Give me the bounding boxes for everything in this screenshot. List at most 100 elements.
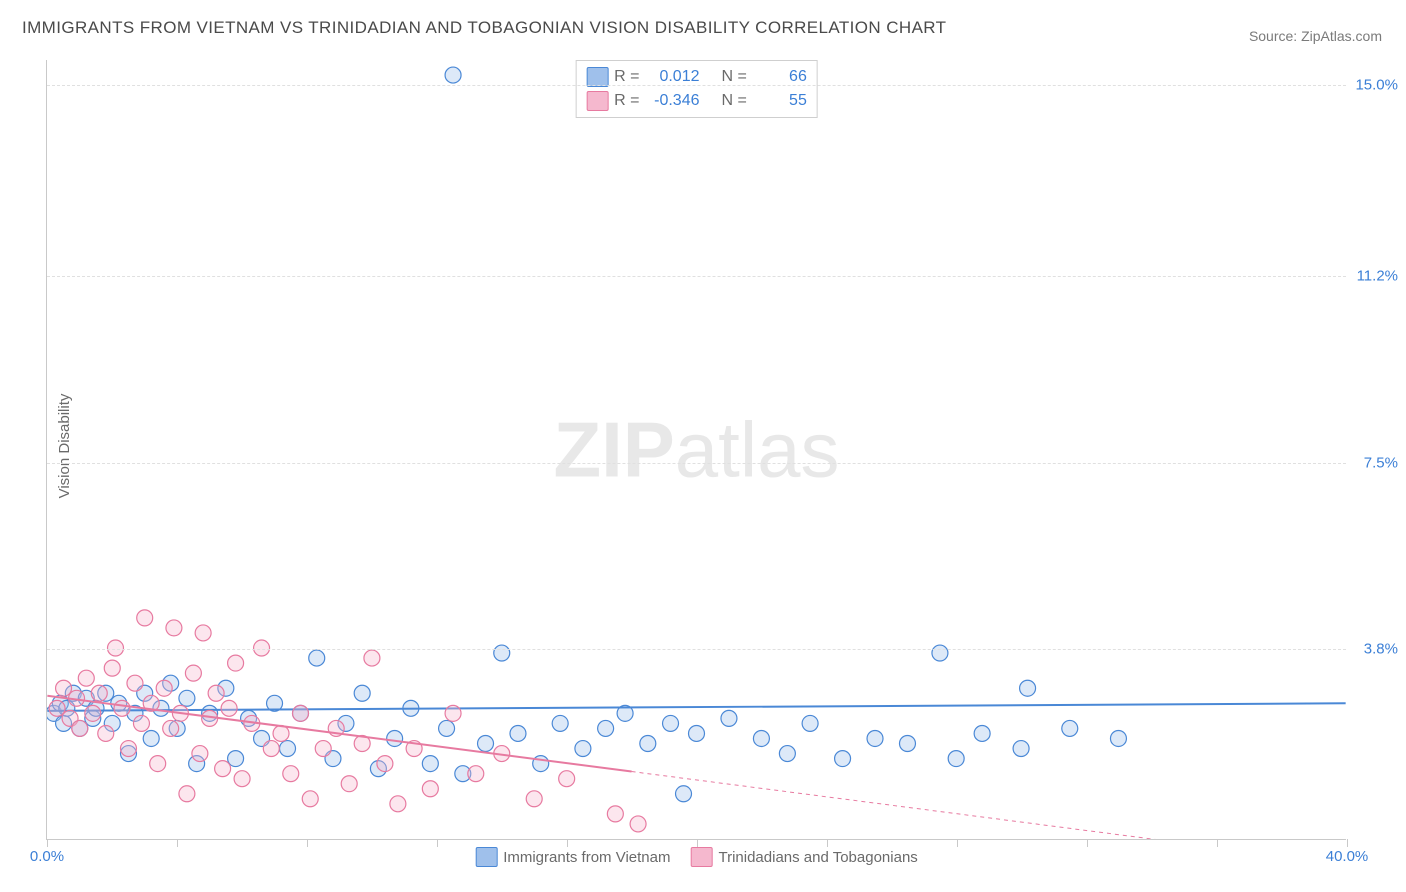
scatter-point xyxy=(163,675,179,691)
scatter-point xyxy=(293,705,309,721)
scatter-point xyxy=(78,670,94,686)
scatter-point xyxy=(325,751,341,767)
scatter-point xyxy=(455,766,471,782)
x-tick xyxy=(47,839,48,847)
x-tick xyxy=(307,839,308,847)
chart-svg-overlay xyxy=(47,60,1346,839)
scatter-point xyxy=(202,710,218,726)
scatter-point xyxy=(85,710,101,726)
scatter-point xyxy=(185,665,201,681)
scatter-point xyxy=(208,685,224,701)
scatter-point xyxy=(172,705,188,721)
scatter-point xyxy=(85,705,101,721)
scatter-point xyxy=(364,650,380,666)
correlation-legend: R = 0.012 N = 66 R = -0.346 N = 55 xyxy=(575,60,818,118)
scatter-point xyxy=(370,761,386,777)
watermark-bold: ZIP xyxy=(553,405,674,493)
scatter-point xyxy=(72,720,88,736)
scatter-point xyxy=(867,730,883,746)
scatter-point xyxy=(78,690,94,706)
scatter-point xyxy=(468,766,484,782)
scatter-point xyxy=(802,715,818,731)
chart-title: IMMIGRANTS FROM VIETNAM VS TRINIDADIAN A… xyxy=(22,18,946,38)
scatter-point xyxy=(598,720,614,736)
scatter-point xyxy=(47,705,62,721)
scatter-point xyxy=(494,746,510,762)
scatter-point xyxy=(163,720,179,736)
scatter-point xyxy=(1110,730,1126,746)
x-tick xyxy=(437,839,438,847)
scatter-point xyxy=(899,736,915,752)
scatter-point xyxy=(263,741,279,757)
scatter-point xyxy=(143,695,159,711)
scatter-point xyxy=(510,725,526,741)
scatter-point xyxy=(753,730,769,746)
x-tick xyxy=(697,839,698,847)
r-value-0: 0.012 xyxy=(646,68,700,86)
y-tick-label: 11.2% xyxy=(1357,268,1398,285)
scatter-point xyxy=(153,700,169,716)
legend-swatch-bottom-0 xyxy=(475,847,497,867)
scatter-point xyxy=(156,680,172,696)
x-tick xyxy=(1087,839,1088,847)
scatter-point xyxy=(721,710,737,726)
series-legend: Immigrants from Vietnam Trinidadians and… xyxy=(475,847,918,867)
scatter-point xyxy=(422,781,438,797)
scatter-point xyxy=(575,741,591,757)
legend-item-1: Trinidadians and Tobagonians xyxy=(690,847,917,867)
scatter-point xyxy=(228,751,244,767)
scatter-point xyxy=(689,725,705,741)
scatter-point xyxy=(127,675,143,691)
x-tick-label: 0.0% xyxy=(30,848,64,865)
scatter-point xyxy=(280,741,296,757)
scatter-point xyxy=(169,720,185,736)
x-tick xyxy=(567,839,568,847)
x-tick xyxy=(957,839,958,847)
regression-line-dashed xyxy=(632,772,1346,839)
scatter-point xyxy=(52,695,68,711)
scatter-point xyxy=(104,660,120,676)
n-value-1: 55 xyxy=(753,92,807,110)
scatter-point xyxy=(111,695,127,711)
scatter-point xyxy=(354,685,370,701)
r-label: R = xyxy=(614,92,639,110)
y-tick-label: 3.8% xyxy=(1364,640,1398,657)
scatter-point xyxy=(406,741,422,757)
scatter-point xyxy=(403,700,419,716)
scatter-point xyxy=(137,610,153,626)
scatter-point xyxy=(422,756,438,772)
scatter-point xyxy=(69,690,85,706)
scatter-point xyxy=(445,705,461,721)
scatter-point xyxy=(120,746,136,762)
scatter-point xyxy=(377,756,393,772)
scatter-point xyxy=(88,700,104,716)
scatter-point xyxy=(215,761,231,777)
chart-plot-area: ZIPatlas R = 0.012 N = 66 R = -0.346 N =… xyxy=(46,60,1346,840)
scatter-point xyxy=(192,746,208,762)
scatter-point xyxy=(98,725,114,741)
scatter-point xyxy=(328,720,344,736)
x-tick xyxy=(1217,839,1218,847)
legend-label-0: Immigrants from Vietnam xyxy=(503,849,670,866)
scatter-point xyxy=(221,700,237,716)
scatter-point xyxy=(127,705,143,721)
scatter-point xyxy=(244,715,260,731)
scatter-point xyxy=(179,690,195,706)
gridline xyxy=(47,463,1346,464)
n-label: N = xyxy=(722,92,747,110)
x-tick-label: 40.0% xyxy=(1326,848,1369,865)
scatter-point xyxy=(835,751,851,767)
scatter-point xyxy=(234,771,250,787)
n-value-0: 66 xyxy=(753,68,807,86)
scatter-point xyxy=(241,710,257,726)
scatter-point xyxy=(195,625,211,641)
scatter-point xyxy=(228,655,244,671)
scatter-point xyxy=(663,715,679,731)
regression-line-solid xyxy=(47,703,1345,711)
legend-swatch-bottom-1 xyxy=(690,847,712,867)
scatter-point xyxy=(137,685,153,701)
legend-swatch-0 xyxy=(586,67,608,87)
scatter-point xyxy=(338,715,354,731)
gridline xyxy=(47,85,1346,86)
legend-row-series-1: R = -0.346 N = 55 xyxy=(586,89,807,113)
